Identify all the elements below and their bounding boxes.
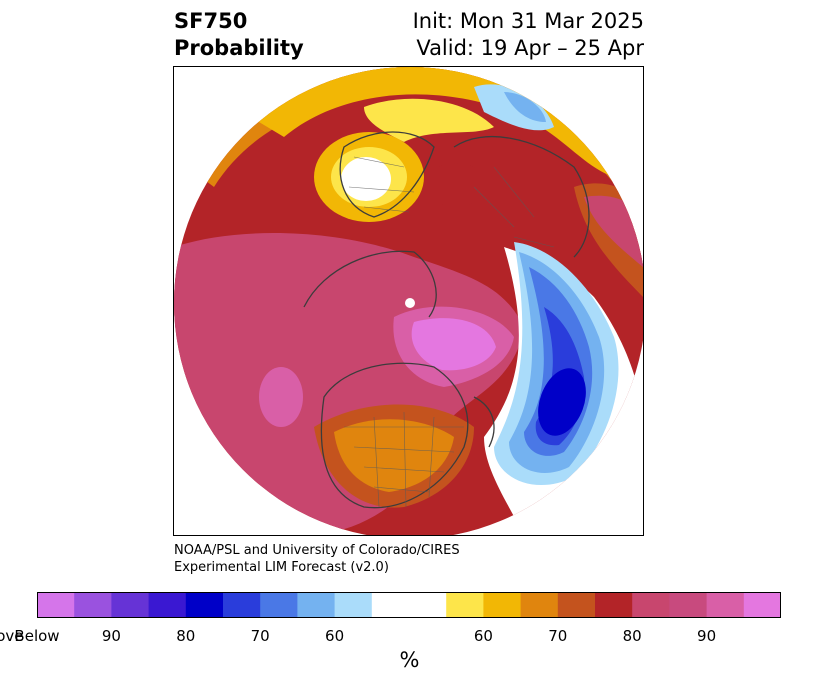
colorbar-swatch bbox=[223, 592, 261, 618]
colorbar-tick-label: 80 bbox=[622, 627, 642, 645]
colorbar-swatch bbox=[148, 592, 187, 618]
colorbar-swatches bbox=[37, 592, 781, 618]
colorbar-tick-label: 80 bbox=[176, 627, 196, 645]
credit: NOAA/PSL and University of Colorado/CIRE… bbox=[174, 542, 460, 576]
colorbar-swatch bbox=[260, 592, 298, 618]
field-above-90-pacific bbox=[259, 367, 303, 427]
colorbar-swatch bbox=[483, 592, 522, 618]
colorbar-tick-label: 60 bbox=[473, 627, 493, 645]
init-date: Init: Mon 31 Mar 2025 bbox=[412, 9, 644, 33]
colorbar-border bbox=[37, 592, 781, 618]
borders bbox=[344, 156, 555, 508]
colorbar-swatch bbox=[743, 592, 781, 618]
north-pole-marker bbox=[405, 298, 415, 308]
title-variable: SF750 bbox=[174, 9, 248, 33]
forecast-dates: Init: Mon 31 Mar 2025 Valid: 19 Apr – 25… bbox=[413, 8, 644, 62]
probability-field bbox=[174, 67, 643, 535]
colorbar-tick-label: 90 bbox=[101, 627, 121, 645]
credit-line-1: NOAA/PSL and University of Colorado/CIRE… bbox=[174, 543, 460, 558]
colorbar-swatch bbox=[669, 592, 708, 618]
colorbar-swatch bbox=[185, 592, 224, 618]
colorbar-tick-label: 90 bbox=[697, 627, 717, 645]
map-title: SF750 Probability bbox=[174, 8, 304, 62]
field-above-100 bbox=[411, 318, 496, 371]
colorbar-swatch bbox=[37, 592, 75, 618]
colorbar-swatch bbox=[111, 592, 150, 618]
colorbar-swatch bbox=[297, 592, 336, 618]
field-below-60-north bbox=[504, 92, 546, 122]
valid-range: Valid: 19 Apr – 25 Apr bbox=[416, 36, 644, 60]
colorbar-swatch bbox=[74, 592, 112, 618]
field-above-70-siberia bbox=[426, 163, 486, 207]
colorbar-units: % bbox=[399, 648, 420, 672]
field-above-50 bbox=[364, 98, 494, 142]
coastlines bbox=[303, 131, 590, 509]
colorbar-tick-label: 60 bbox=[325, 627, 345, 645]
colorbar-tick-label: Above bbox=[0, 627, 24, 645]
colorbar-swatch bbox=[595, 592, 633, 618]
colorbar-swatch bbox=[706, 592, 745, 618]
colorbar-swatch bbox=[632, 592, 670, 618]
title-quantity: Probability bbox=[174, 36, 304, 60]
field-neutral-europe bbox=[341, 157, 391, 201]
colorbar-swatch bbox=[371, 592, 447, 618]
colorbar-swatch bbox=[557, 592, 596, 618]
colorbar-tick-label: 70 bbox=[250, 627, 270, 645]
colorbar-tick-labels: Below 90 80 70 60 60 70 80 90 Above bbox=[0, 627, 819, 647]
field-below-80 bbox=[538, 368, 586, 436]
colorbar-tick-label: Below bbox=[14, 627, 60, 645]
colorbar-swatch bbox=[520, 592, 559, 618]
polar-map bbox=[173, 66, 644, 536]
colorbar-tick-label: 70 bbox=[548, 627, 568, 645]
colorbar-swatch bbox=[334, 592, 373, 618]
colorbar bbox=[37, 592, 781, 618]
field-above-60-us bbox=[334, 419, 454, 492]
credit-line-2: Experimental LIM Forecast (v2.0) bbox=[174, 560, 389, 575]
field-above-80-ne bbox=[584, 195, 643, 267]
colorbar-swatch bbox=[446, 592, 484, 618]
